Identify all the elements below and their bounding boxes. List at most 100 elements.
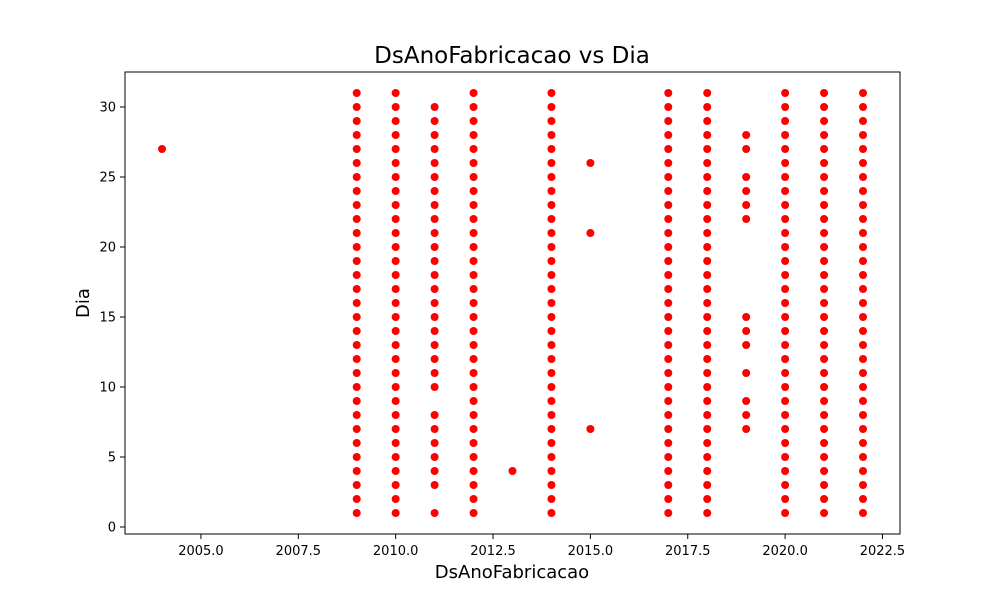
data-point (781, 425, 790, 433)
data-point (469, 425, 478, 433)
data-point (430, 341, 439, 349)
data-point (820, 481, 829, 489)
data-point (781, 467, 790, 475)
data-point (703, 187, 712, 195)
data-point (391, 425, 400, 433)
data-point (352, 187, 361, 195)
data-point (352, 481, 361, 489)
data-point (430, 355, 439, 363)
data-point (469, 201, 478, 209)
data-point (820, 411, 829, 419)
y-tick-label: 25 (99, 171, 116, 186)
data-point (820, 299, 829, 307)
data-point (469, 229, 478, 237)
data-point (820, 495, 829, 503)
data-point (586, 159, 595, 167)
data-point (859, 369, 867, 377)
data-point (430, 439, 439, 447)
data-point (664, 383, 673, 391)
data-point (781, 285, 790, 293)
data-point (781, 383, 790, 391)
data-point (703, 117, 712, 125)
data-point (469, 159, 478, 167)
data-point (781, 159, 790, 167)
data-point (352, 271, 361, 279)
data-point (781, 411, 790, 419)
data-point (391, 285, 400, 293)
data-point (547, 467, 556, 475)
chart-title: DsAnoFabricacao vs Dia (374, 43, 650, 69)
data-point (352, 145, 361, 153)
data-point (547, 439, 556, 447)
data-point (781, 299, 790, 307)
data-point (547, 243, 556, 251)
data-point (703, 411, 712, 419)
data-point (859, 509, 867, 517)
data-point (664, 397, 673, 405)
data-point (352, 299, 361, 307)
data-point (586, 229, 595, 237)
data-point (859, 201, 867, 209)
data-point (859, 103, 867, 111)
data-point (859, 257, 867, 265)
data-point (664, 495, 673, 503)
data-point (703, 215, 712, 223)
data-point (820, 215, 829, 223)
data-point (781, 243, 790, 251)
data-point (781, 229, 790, 237)
data-point (664, 313, 673, 321)
data-point (664, 187, 673, 195)
data-point (391, 201, 400, 209)
data-point (664, 173, 673, 181)
data-point (352, 439, 361, 447)
data-point (391, 229, 400, 237)
y-tick-label: 5 (108, 451, 116, 466)
data-point (820, 341, 829, 349)
data-point (703, 453, 712, 461)
data-point (859, 355, 867, 363)
data-point (664, 509, 673, 517)
data-point (469, 313, 478, 321)
data-point (742, 411, 751, 419)
data-point (547, 173, 556, 181)
data-point (781, 327, 790, 335)
data-point (664, 159, 673, 167)
data-point (781, 131, 790, 139)
data-point (664, 229, 673, 237)
data-point (820, 187, 829, 195)
data-point (703, 481, 712, 489)
data-point (391, 271, 400, 279)
data-point (664, 257, 673, 265)
data-point (859, 397, 867, 405)
data-point (547, 215, 556, 223)
data-point (430, 201, 439, 209)
data-point (820, 201, 829, 209)
data-point (352, 285, 361, 293)
data-point (352, 215, 361, 223)
data-point (664, 299, 673, 307)
data-point (469, 467, 478, 475)
data-point (430, 187, 439, 195)
data-point (859, 145, 867, 153)
data-point (391, 215, 400, 223)
data-point (469, 299, 478, 307)
data-point (859, 173, 867, 181)
data-point (820, 271, 829, 279)
data-point (352, 229, 361, 237)
data-point (703, 271, 712, 279)
data-point (430, 103, 439, 111)
data-point (781, 187, 790, 195)
data-point (469, 103, 478, 111)
data-point (430, 327, 439, 335)
data-point (781, 481, 790, 489)
data-point (391, 467, 400, 475)
data-point (430, 369, 439, 377)
data-point (781, 117, 790, 125)
data-point (352, 495, 361, 503)
data-point (664, 369, 673, 377)
data-point (664, 145, 673, 153)
data-point (352, 159, 361, 167)
data-point (547, 299, 556, 307)
data-point (430, 481, 439, 489)
